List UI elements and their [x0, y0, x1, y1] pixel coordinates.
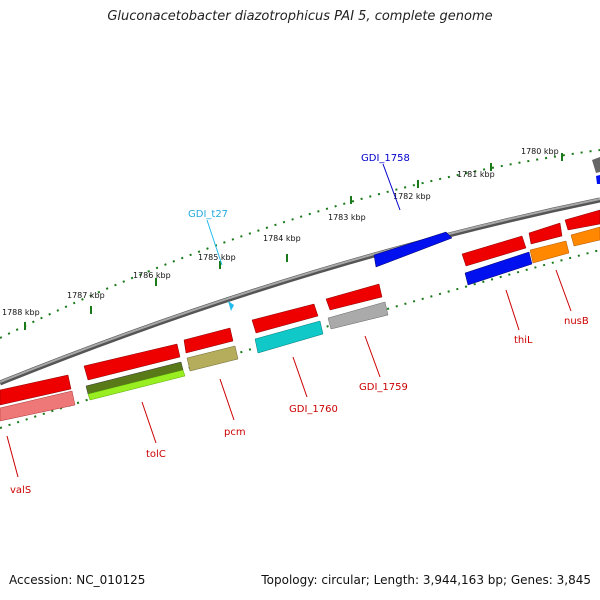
- gene-arrow-red-4[interactable]: [251, 303, 319, 334]
- gene-arrow-red-3[interactable]: [325, 283, 383, 311]
- reverse-track-2: [0, 226, 600, 422]
- gene-arrow-tolc-lime[interactable]: [87, 369, 186, 401]
- gene-arrow-vals-top[interactable]: [0, 374, 72, 406]
- leader-pcm: [219, 378, 235, 421]
- leader-vals: [6, 435, 19, 478]
- leader-gdi-t27: [206, 219, 223, 266]
- ruler-label-1788: 1788 kbp: [2, 308, 40, 317]
- leader-thil: [505, 289, 520, 331]
- ruler-major-ticks: [24, 153, 563, 330]
- gene-arrow-gdi1759[interactable]: [327, 301, 389, 330]
- gene-arrow-orange-1[interactable]: [570, 226, 600, 247]
- trna-marker-gdi-t27[interactable]: [228, 301, 234, 311]
- gene-arrow-pcm[interactable]: [186, 345, 239, 372]
- leader-nusb: [555, 269, 572, 312]
- gene-label-tolc: tolC: [146, 449, 166, 460]
- gene-arrow-red-5[interactable]: [183, 327, 234, 354]
- gene-arrow-red-1[interactable]: [564, 209, 600, 231]
- gene-arrow-gdi1760[interactable]: [254, 320, 324, 354]
- leader-gdi1758: [382, 163, 401, 211]
- ruler-label-1787: 1787 kbp: [67, 291, 105, 300]
- gene-label-vals: valS: [10, 485, 31, 496]
- genome-summary-text: Topology: circular; Length: 3,944,163 bp…: [261, 573, 591, 587]
- gene-label-pcm: pcm: [224, 427, 246, 438]
- leader-gdi1760: [292, 356, 308, 398]
- map-title: Gluconacetobacter diazotrophicus PAI 5, …: [107, 9, 493, 24]
- accession-text: Accession: NC_010125: [9, 573, 146, 587]
- gene-arrow-upper-right-2[interactable]: [596, 175, 600, 184]
- ruler-label-1785: 1785 kbp: [198, 253, 236, 262]
- gene-label-thil: thiL: [514, 335, 533, 346]
- ruler-label-1780: 1780 kbp: [521, 147, 559, 156]
- ruler-label-1781: 1781 kbp: [457, 170, 495, 179]
- gene-label-gdi-t27: GDI_t27: [188, 209, 228, 220]
- gene-arrow-nusb[interactable]: [529, 240, 570, 264]
- gene-label-gdi1760: GDI_1760: [289, 404, 338, 415]
- gene-arrow-upper-right-1[interactable]: [592, 157, 600, 173]
- forward-strand-genes: [373, 157, 600, 268]
- gene-arrow-thil[interactable]: [461, 235, 527, 267]
- leader-gdi1759: [364, 335, 381, 378]
- genome-backbone-highlight: [0, 198, 600, 383]
- ruler-label-1784: 1784 kbp: [263, 234, 301, 243]
- reverse-track-1: [0, 209, 600, 406]
- ruler-label-1782: 1782 kbp: [393, 192, 431, 201]
- gene-label-gdi1759: GDI_1759: [359, 382, 408, 393]
- ruler-label-1783: 1783 kbp: [328, 213, 366, 222]
- gene-arrow-blue-2[interactable]: [464, 251, 533, 286]
- gene-arrow-red-2[interactable]: [528, 222, 563, 245]
- gene-arrow-gdi1758[interactable]: [373, 231, 453, 268]
- leader-tolc: [141, 401, 157, 444]
- gene-label-nusb: nusB: [564, 316, 589, 327]
- gene-label-gdi1758: GDI_1758: [361, 153, 410, 164]
- ruler-label-1786: 1786 kbp: [133, 271, 171, 280]
- gene-arrow-tolc[interactable]: [83, 343, 181, 381]
- gene-arrow-vals[interactable]: [0, 390, 76, 422]
